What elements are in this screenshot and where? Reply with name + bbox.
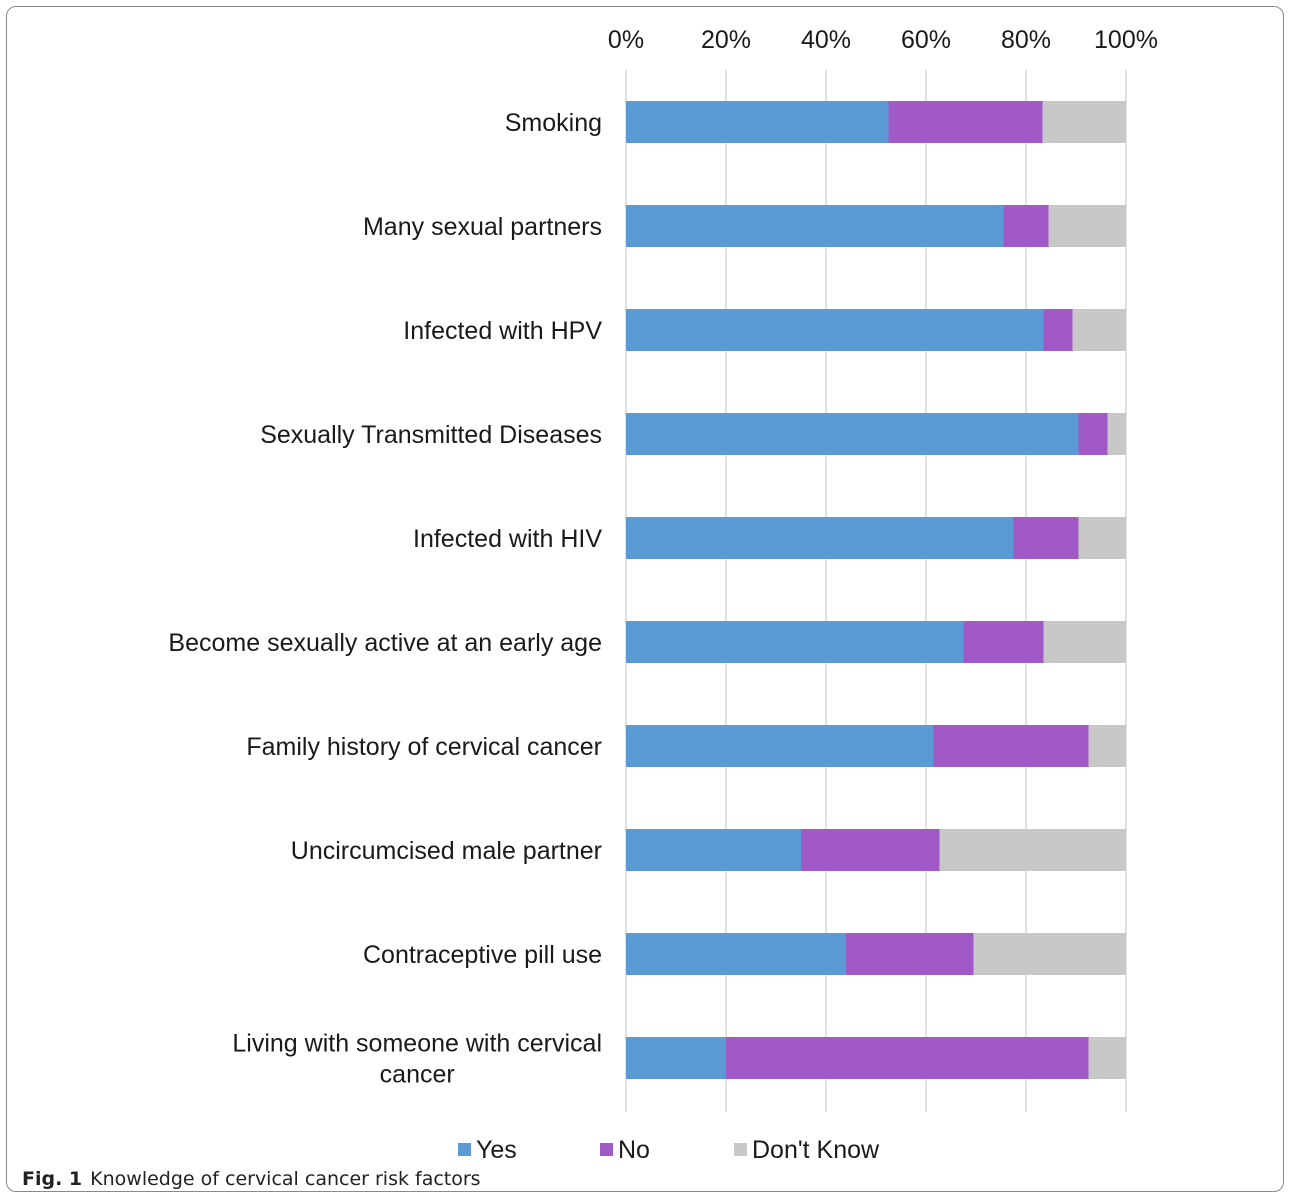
category-label-become-sexually-active-at-an-early-age: Become sexually active at an early age	[168, 629, 602, 657]
x-tick-label-60: 60%	[901, 26, 951, 54]
bar-don-t-know-smoking	[1042, 101, 1126, 143]
x-tick-label-0: 0%	[608, 26, 644, 54]
category-label-living-with-someone-with-cervical-cancer: Living with someone with cervical cancer	[232, 1030, 602, 1089]
category-label-line: Living with someone with cervical	[232, 1030, 602, 1058]
bar-yes-uncircumcised-male-partner	[626, 829, 801, 871]
category-labels: Smoking Many sexual partners Infected with…	[168, 109, 602, 1089]
bar-don-t-know-family-history-of-cervical-cancer	[1088, 725, 1126, 767]
bar-no-uncircumcised-male-partner	[801, 829, 940, 871]
category-label-smoking: Smoking	[505, 109, 602, 137]
x-tick-label-100: 100%	[1094, 26, 1158, 54]
legend-item-no: No	[600, 1136, 650, 1164]
bar-no-family-history-of-cervical-cancer	[933, 725, 1089, 767]
bars	[626, 101, 1126, 1079]
category-label-many-sexual-partners: Many sexual partners	[363, 213, 602, 241]
bar-yes-many-sexual-partners	[626, 205, 1004, 247]
bar-yes-become-sexually-active-at-an-early-age	[626, 621, 964, 663]
bar-yes-sexually-transmitted-diseases	[626, 413, 1079, 455]
bar-don-t-know-many-sexual-partners	[1048, 205, 1126, 247]
bar-no-living-with-someone-with-cervical-cancer	[726, 1037, 1089, 1079]
bar-yes-infected-with-hpv	[626, 309, 1044, 351]
category-label-infected-with-hpv: Infected with HPV	[403, 317, 602, 345]
category-label-infected-with-hiv: Infected with HIV	[413, 525, 602, 553]
legend-item-don-t-know: Don't Know	[734, 1136, 880, 1164]
bar-no-sexually-transmitted-diseases	[1078, 413, 1108, 455]
bar-don-t-know-contraceptive-pill-use	[973, 933, 1126, 975]
caption-text: Knowledge of cervical cancer risk factor…	[90, 1168, 481, 1190]
legend-swatch-no	[600, 1143, 613, 1156]
figure-caption: Fig. 1 Knowledge of cervical cancer risk …	[22, 1168, 481, 1190]
legend-swatch-don-t-know	[734, 1143, 747, 1156]
bar-no-many-sexual-partners	[1003, 205, 1049, 247]
bar-no-smoking	[888, 101, 1043, 143]
bar-no-become-sexually-active-at-an-early-age	[963, 621, 1044, 663]
x-tick-label-20: 20%	[701, 26, 751, 54]
caption-label: Fig. 1	[22, 1168, 83, 1190]
x-tick-label-40: 40%	[801, 26, 851, 54]
bar-don-t-know-living-with-someone-with-cervical-cancer	[1088, 1037, 1126, 1079]
bar-yes-family-history-of-cervical-cancer	[626, 725, 934, 767]
bar-yes-living-with-someone-with-cervical-cancer	[626, 1037, 726, 1079]
legend-item-yes: Yes	[458, 1136, 517, 1164]
x-tick-label-80: 80%	[1001, 26, 1051, 54]
bar-don-t-know-become-sexually-active-at-an-early-age	[1043, 621, 1126, 663]
legend: Yes No Don't Know	[458, 1136, 880, 1164]
legend-label-don-t-know: Don't Know	[752, 1136, 880, 1164]
figure-frame	[6, 6, 1284, 1192]
category-label-contraceptive-pill-use: Contraceptive pill use	[363, 941, 602, 969]
bar-don-t-know-sexually-transmitted-diseases	[1107, 413, 1126, 455]
bar-don-t-know-infected-with-hpv	[1072, 309, 1126, 351]
legend-label-yes: Yes	[476, 1136, 517, 1164]
bar-yes-infected-with-hiv	[626, 517, 1014, 559]
bar-no-infected-with-hpv	[1043, 309, 1073, 351]
x-axis-tick-labels: 0% 20% 40% 60% 80% 100%	[608, 26, 1158, 54]
category-label-family-history-of-cervical-cancer: Family history of cervical cancer	[246, 733, 602, 761]
legend-swatch-yes	[458, 1143, 471, 1156]
bar-don-t-know-infected-with-hiv	[1078, 517, 1126, 559]
bar-yes-contraceptive-pill-use	[626, 933, 846, 975]
category-label-sexually-transmitted-diseases: Sexually Transmitted Diseases	[260, 421, 602, 449]
bar-yes-smoking	[626, 101, 889, 143]
bar-no-contraceptive-pill-use	[846, 933, 974, 975]
category-label-line: cancer	[380, 1061, 455, 1089]
bar-no-infected-with-hiv	[1013, 517, 1079, 559]
category-label-uncircumcised-male-partner: Uncircumcised male partner	[291, 837, 602, 865]
legend-label-no: No	[618, 1136, 650, 1164]
bar-don-t-know-uncircumcised-male-partner	[939, 829, 1126, 871]
